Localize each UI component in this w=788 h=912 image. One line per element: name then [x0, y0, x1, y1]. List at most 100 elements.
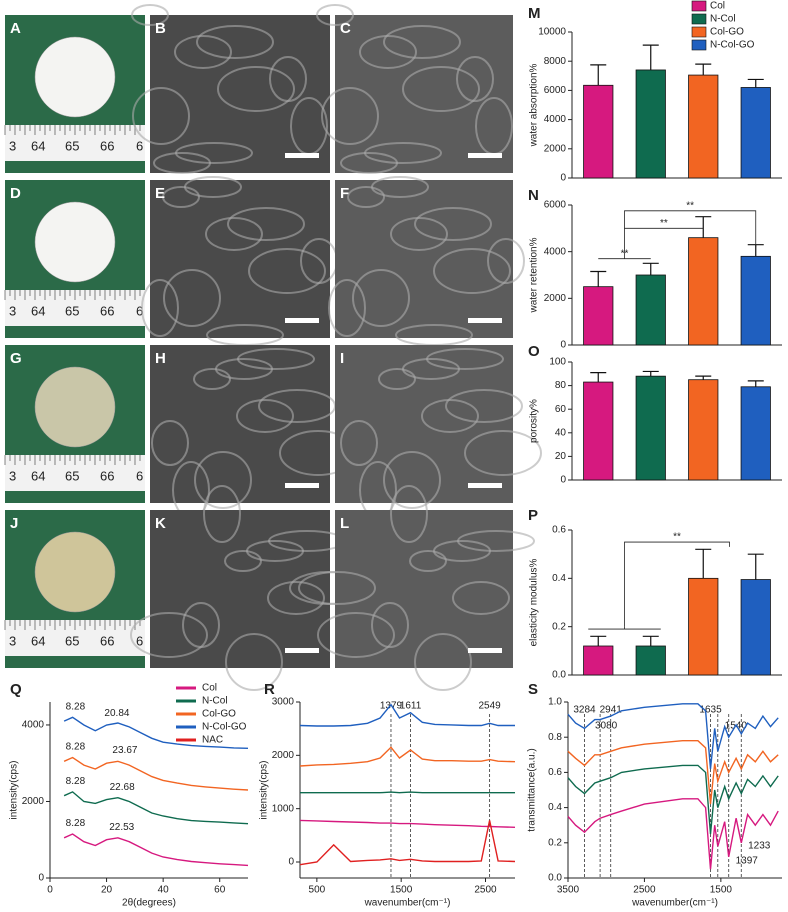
marker-label: 1611 [400, 701, 422, 712]
bar [583, 645, 614, 676]
sem-texture [163, 269, 221, 327]
y-tick-label: 0.6 [552, 525, 566, 536]
bar [635, 274, 666, 346]
sem-texture [340, 420, 378, 466]
peak-label: 20.84 [104, 708, 129, 719]
y-tick-label: 0.8 [548, 732, 562, 743]
x-tick-label: 3500 [557, 885, 580, 896]
y-tick-label: 0.0 [552, 670, 566, 681]
legend-label: N-Col [202, 696, 228, 707]
panel-label: O [528, 343, 540, 360]
series-line [63, 756, 249, 791]
y-tick-label: 6000 [544, 85, 567, 96]
panel-label: A [10, 20, 21, 37]
error-bar [695, 375, 712, 380]
sem-texture [456, 56, 494, 102]
ruler-label: 66 [100, 633, 114, 648]
y-axis-title: intensity(cps) [9, 761, 20, 820]
sem-texture [131, 4, 169, 26]
y-tick-label: 0 [288, 857, 294, 868]
error-bar [642, 44, 659, 70]
y-tick-label: 0.0 [548, 873, 562, 884]
sem-texture [487, 238, 525, 284]
sem-texture [371, 602, 409, 648]
sem-texture [383, 451, 441, 509]
y-tick-label: 80 [555, 380, 567, 391]
significance-label: ** [673, 532, 681, 543]
sem-texture [464, 430, 542, 476]
y-axis-title: elasticity modulus% [529, 558, 540, 646]
y-tick-label: 3000 [272, 697, 295, 708]
series-line [63, 833, 249, 867]
marker-label: 3284 [573, 705, 596, 716]
panel-label: K [155, 515, 166, 532]
y-axis-title: transmittance(a.u.) [527, 748, 538, 831]
legend-label: N-Col-GO [710, 40, 755, 51]
sem-texture [378, 368, 416, 390]
y-tick-label: 2000 [22, 796, 45, 807]
bar [740, 87, 771, 179]
sem-texture [347, 186, 385, 208]
y-tick-label: 1000 [272, 803, 295, 814]
x-axis-title: 2θ(degrees) [122, 898, 176, 909]
y-tick-label: 1.0 [548, 697, 562, 708]
y-tick-label: 100 [549, 357, 566, 368]
error-bar [642, 635, 659, 646]
panel-label: P [528, 507, 538, 524]
y-tick-label: 8000 [544, 56, 567, 67]
sem-texture [452, 581, 510, 615]
y-tick-label: 0.4 [548, 802, 562, 813]
series-line [299, 820, 516, 866]
panel-label: F [340, 185, 349, 202]
sem-image [335, 345, 513, 503]
sem-texture [426, 348, 504, 370]
x-axis-title: wavenumber(cm⁻¹) [364, 898, 451, 909]
bar [740, 579, 771, 676]
ruler-label: 3 [9, 303, 16, 318]
bar [635, 645, 666, 676]
error-bar [695, 216, 712, 238]
y-tick-label: 0.2 [548, 837, 562, 848]
marker-label: 2941 [600, 705, 623, 716]
sem-texture [267, 581, 325, 615]
ruler-label: 6 [136, 303, 143, 318]
legend-swatch [691, 39, 707, 51]
series-line [63, 716, 249, 749]
ruler-label: 64 [31, 633, 45, 648]
sem-texture [205, 217, 263, 251]
ruler-label: 66 [100, 303, 114, 318]
bar [583, 381, 614, 481]
panel-label: D [10, 185, 21, 202]
sem-texture [237, 348, 315, 370]
ruler-label: 6 [136, 468, 143, 483]
sem-texture [217, 66, 295, 112]
ruler-label: 3 [9, 633, 16, 648]
sem-texture [141, 279, 179, 337]
sem-texture [371, 176, 429, 198]
legend-swatch [691, 26, 707, 38]
bar [740, 386, 771, 481]
panel-label: B [155, 20, 166, 37]
sem-texture [196, 25, 274, 59]
y-tick-label: 10000 [538, 27, 566, 38]
significance-bracket [624, 210, 757, 247]
error-bar [695, 548, 712, 579]
panel-label: J [10, 515, 18, 532]
y-tick-label: 0 [38, 873, 44, 884]
x-tick-label: 40 [158, 885, 170, 896]
bar [688, 237, 719, 346]
bar [583, 286, 614, 346]
panel-label: S [528, 681, 538, 698]
sem-texture [364, 142, 442, 164]
bar [583, 84, 614, 179]
peak-label: 22.68 [110, 782, 135, 793]
sem-texture [352, 269, 410, 327]
y-axis-title: intensity(cps) [259, 761, 270, 820]
bar [688, 74, 719, 179]
ruler-label: 66 [100, 138, 114, 153]
sem-texture [151, 420, 189, 466]
panel-label: L [340, 515, 349, 532]
error-bar [590, 64, 607, 86]
sem-texture [457, 530, 535, 552]
series-line [567, 798, 779, 870]
